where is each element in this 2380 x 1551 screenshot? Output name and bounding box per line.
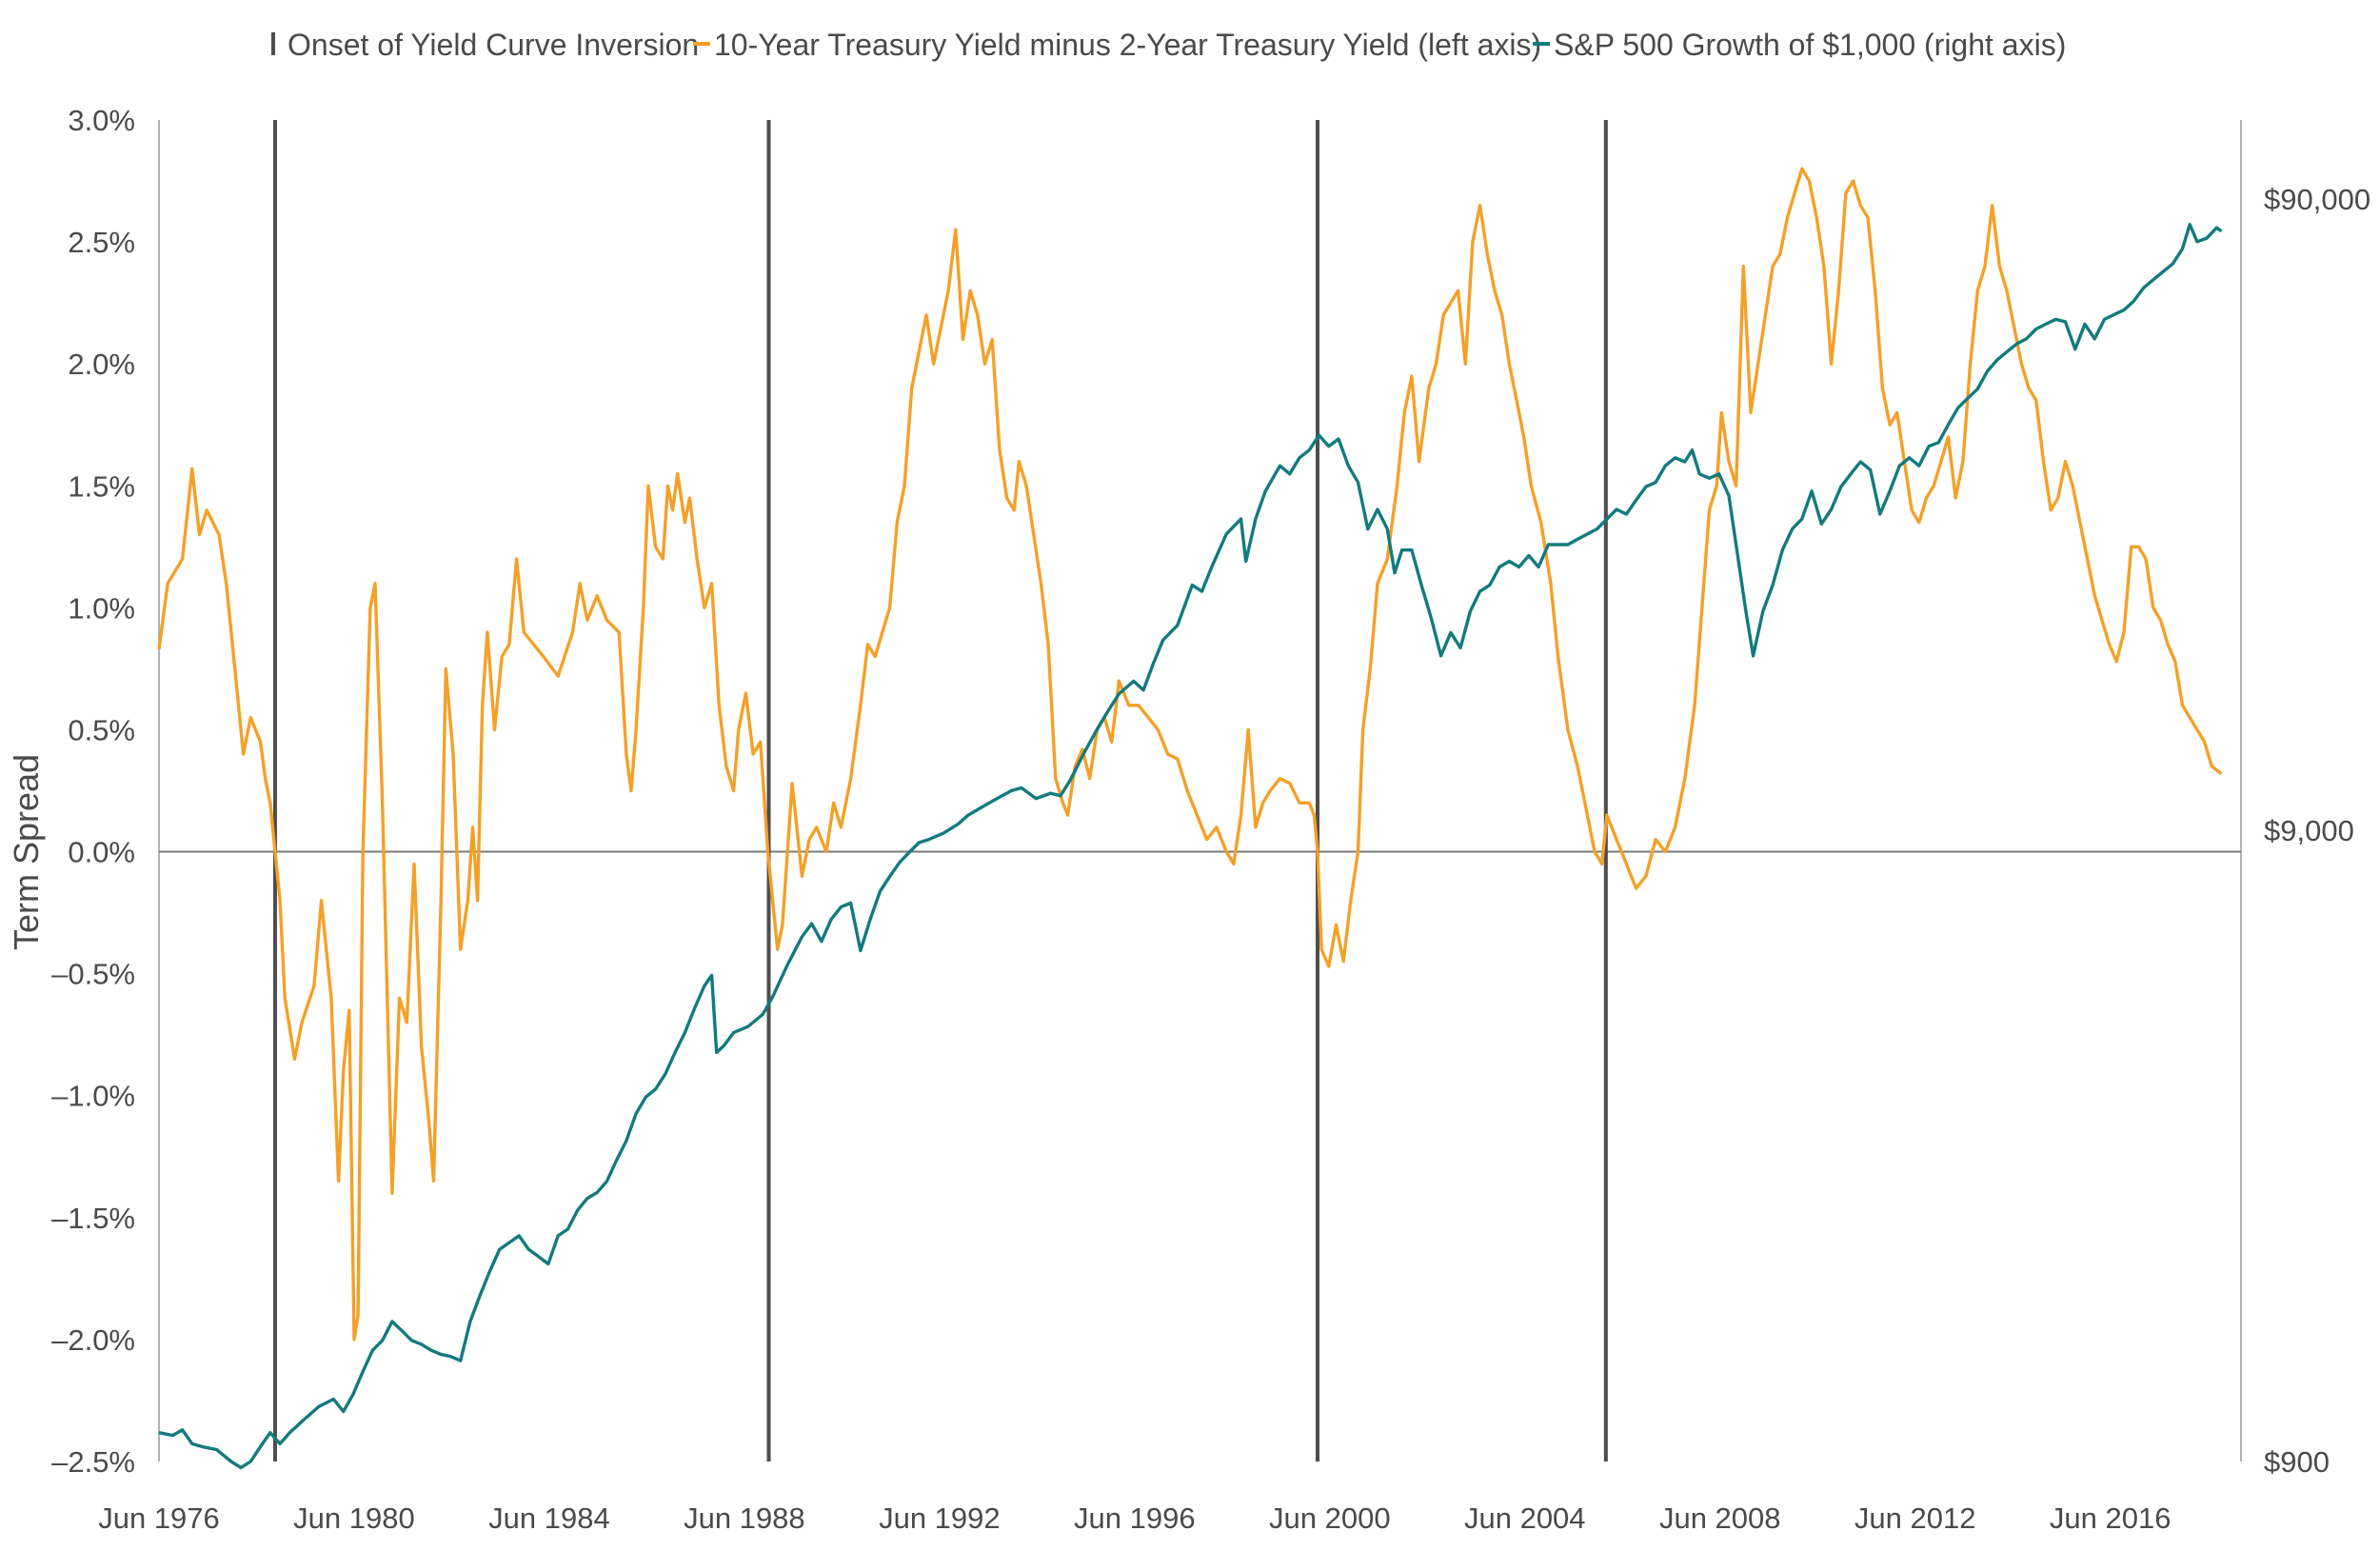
x-tick-label: Jun 1984 xyxy=(488,1501,610,1535)
inversion-lines xyxy=(272,120,1608,1462)
left-tick-label: –2.5% xyxy=(51,1445,135,1479)
x-tick-label: Jun 2012 xyxy=(1854,1501,1976,1535)
left-tick-label: –0.5% xyxy=(51,958,135,991)
y-axis-title: Term Spread xyxy=(7,754,46,950)
legend-label-spread: 10-Year Treasury Yield minus 2-Year Trea… xyxy=(714,28,1541,62)
left-axis-ticks: 3.0% 2.5% 2.0% 1.5% 1.0% 0.5% 0.0% –0.5% –1.0% –1… xyxy=(51,104,135,1479)
x-tick-label: Jun 2008 xyxy=(1659,1501,1781,1535)
left-tick-label: 3.0% xyxy=(68,104,135,137)
x-axis-ticks: Jun 1976 Jun 1980 Jun 1984 Jun 1988 Jun 1992… xyxy=(98,1501,2171,1535)
left-tick-label: 0.5% xyxy=(68,713,135,746)
left-tick-label: 1.5% xyxy=(68,469,135,503)
left-tick-label: 2.5% xyxy=(68,226,135,259)
right-axis-ticks: $90,000 $9,000 $900 xyxy=(2264,183,2370,1479)
x-tick-label: Jun 1980 xyxy=(293,1501,415,1535)
x-tick-label: Jun 2004 xyxy=(1464,1501,1586,1535)
left-tick-label: 1.0% xyxy=(68,591,135,625)
left-tick-label: –1.0% xyxy=(51,1080,135,1113)
series-line-sp500 xyxy=(158,223,2223,1470)
left-tick-label: 0.0% xyxy=(68,836,135,869)
x-tick-label: Jun 1988 xyxy=(684,1501,805,1535)
left-tick-label: 2.0% xyxy=(68,348,135,381)
right-tick-label: $9,000 xyxy=(2264,814,2354,847)
x-tick-label: Jun 1996 xyxy=(1074,1501,1196,1535)
left-tick-label: –1.5% xyxy=(51,1202,135,1235)
legend: Onset of Yield Curve Inversion 10-Year T… xyxy=(271,28,2066,62)
left-tick-label: –2.0% xyxy=(51,1323,135,1357)
x-tick-label: Jun 2000 xyxy=(1269,1501,1391,1535)
legend-label-inversion: Onset of Yield Curve Inversion xyxy=(288,28,699,62)
right-tick-label: $900 xyxy=(2264,1445,2330,1479)
series-line-term-spread xyxy=(157,167,2223,1342)
x-tick-label: Jun 1976 xyxy=(98,1501,220,1535)
x-tick-label: Jun 1992 xyxy=(879,1501,1001,1535)
x-tick-label: Jun 2016 xyxy=(2050,1501,2172,1535)
right-tick-label: $90,000 xyxy=(2264,183,2370,216)
legend-label-sp500: S&P 500 Growth of $1,000 (right axis) xyxy=(1554,28,2066,62)
legend-marker-inversion xyxy=(271,32,275,55)
